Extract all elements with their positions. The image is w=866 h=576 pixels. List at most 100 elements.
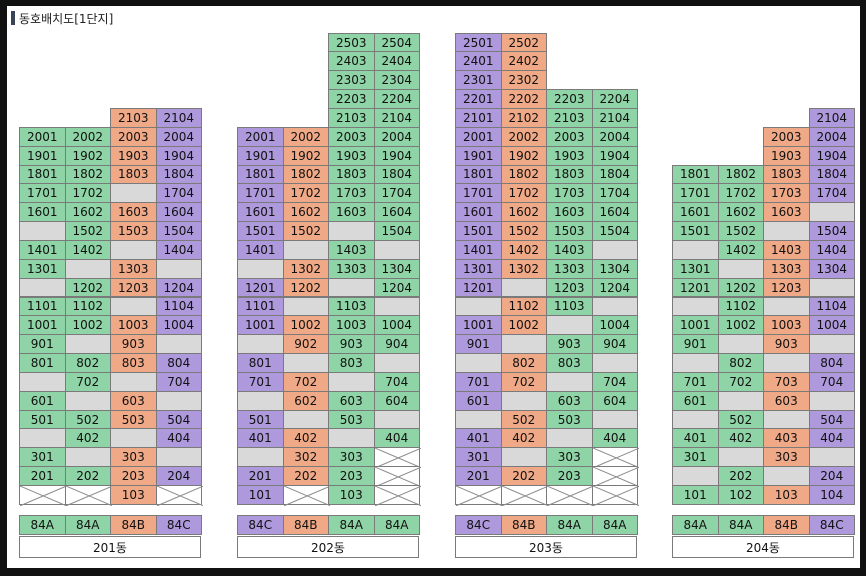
unit-cell: 1004 <box>591 315 638 336</box>
empty-unit-cell <box>110 296 157 317</box>
unit-cell: 1702 <box>282 183 329 204</box>
empty-unit-cell <box>717 334 764 355</box>
empty-unit-cell <box>455 296 502 317</box>
empty-unit-cell <box>237 334 284 355</box>
empty-unit-cell <box>328 428 375 449</box>
unit-cell: 1502 <box>500 221 547 241</box>
unit-cell: 802 <box>500 353 547 373</box>
empty-unit-cell <box>155 390 202 411</box>
empty-unit-cell <box>19 371 66 392</box>
unit-cell: 1104 <box>155 296 202 317</box>
unit-cell: 1202 <box>717 277 764 298</box>
unit-cell: 1201 <box>672 277 719 298</box>
unit-cell: 404 <box>808 428 855 449</box>
empty-unit-cell <box>763 353 810 373</box>
empty-unit-cell <box>64 447 111 468</box>
unit-cell: 2002 <box>282 126 329 147</box>
unit-cell: 1401 <box>19 239 66 260</box>
unit-type-label: 84C <box>808 515 855 535</box>
unit-cell: 302 <box>282 447 329 468</box>
unit-cell: 1704 <box>155 183 202 204</box>
cross-icon <box>592 448 639 469</box>
unit-cell: 2104 <box>373 108 420 128</box>
unit-cell: 1903 <box>546 145 593 166</box>
unit-cell: 504 <box>808 409 855 430</box>
unit-cell: 203 <box>328 466 375 486</box>
unit-cell: 103 <box>110 485 157 505</box>
unit-cell: 1701 <box>455 183 502 204</box>
unit-cell: 1703 <box>546 183 593 204</box>
unit-cell: 1402 <box>717 239 764 260</box>
pilotis-cell <box>500 485 548 506</box>
unit-type-label: 84A <box>591 515 638 535</box>
unit-cell: 2003 <box>546 126 593 147</box>
unit-cell: 904 <box>373 334 420 355</box>
unit-cell: 201 <box>19 466 66 486</box>
unit-cell: 2402 <box>500 51 547 72</box>
unit-cell: 2304 <box>373 70 420 91</box>
unit-cell: 1903 <box>763 145 810 166</box>
unit-cell: 2004 <box>808 126 855 147</box>
unit-cell: 501 <box>237 409 284 430</box>
unit-cell: 1603 <box>328 202 375 223</box>
page-title: 동호배치도[1단지] <box>19 11 114 26</box>
unit-cell: 202 <box>500 466 547 486</box>
unit-cell: 1601 <box>237 202 284 223</box>
unit-cell: 1801 <box>455 164 502 185</box>
title-marker <box>11 11 15 25</box>
unit-cell: 1002 <box>500 315 547 336</box>
unit-cell: 301 <box>455 447 502 468</box>
unit-cell: 801 <box>19 353 66 373</box>
pilotis-cell <box>591 447 639 469</box>
empty-unit-cell <box>237 447 284 468</box>
empty-unit-cell <box>500 390 547 411</box>
unit-cell: 1003 <box>110 315 157 336</box>
unit-cell: 604 <box>373 390 420 411</box>
empty-unit-cell <box>282 296 329 317</box>
empty-unit-cell <box>546 428 593 449</box>
unit-cell: 1401 <box>455 239 502 260</box>
unit-cell: 503 <box>328 409 375 430</box>
unit-cell: 201 <box>455 466 502 486</box>
pilotis-cell <box>155 485 203 506</box>
unit-cell: 2101 <box>455 108 502 128</box>
unit-cell: 1702 <box>717 183 764 204</box>
unit-cell: 903 <box>328 334 375 355</box>
unit-cell: 604 <box>591 390 638 411</box>
unit-cell: 1002 <box>282 315 329 336</box>
unit-cell: 1402 <box>64 239 111 260</box>
unit-cell: 2003 <box>110 126 157 147</box>
unit-cell: 1704 <box>808 183 855 204</box>
unit-cell: 904 <box>591 334 638 355</box>
unit-cell: 402 <box>64 428 111 449</box>
unit-cell: 603 <box>110 390 157 411</box>
unit-cell: 1903 <box>328 145 375 166</box>
unit-cell: 903 <box>763 334 810 355</box>
building-name: 201동 <box>19 536 201 558</box>
empty-unit-cell <box>155 258 202 279</box>
unit-cell: 202 <box>282 466 329 486</box>
empty-unit-cell <box>808 390 855 411</box>
cross-icon <box>374 448 421 469</box>
unit-cell: 603 <box>546 390 593 411</box>
unit-cell: 804 <box>155 353 202 373</box>
unit-cell: 502 <box>717 409 764 430</box>
unit-cell: 1803 <box>546 164 593 185</box>
empty-unit-cell <box>672 409 719 430</box>
unit-cell: 1803 <box>763 164 810 185</box>
unit-cell: 2002 <box>500 126 547 147</box>
unit-cell: 2004 <box>373 126 420 147</box>
unit-cell: 1502 <box>717 221 764 241</box>
unit-cell: 2504 <box>373 32 420 53</box>
unit-cell: 2404 <box>373 51 420 72</box>
unit-cell: 1501 <box>455 221 502 241</box>
unit-cell: 1003 <box>328 315 375 336</box>
empty-unit-cell <box>155 334 202 355</box>
unit-cell: 1004 <box>373 315 420 336</box>
unit-cell: 2201 <box>455 89 502 109</box>
pilotis-cell <box>591 466 639 487</box>
unit-cell: 301 <box>672 447 719 468</box>
empty-unit-cell <box>328 221 375 241</box>
unit-cell: 1601 <box>19 202 66 223</box>
unit-cell: 701 <box>455 371 502 392</box>
